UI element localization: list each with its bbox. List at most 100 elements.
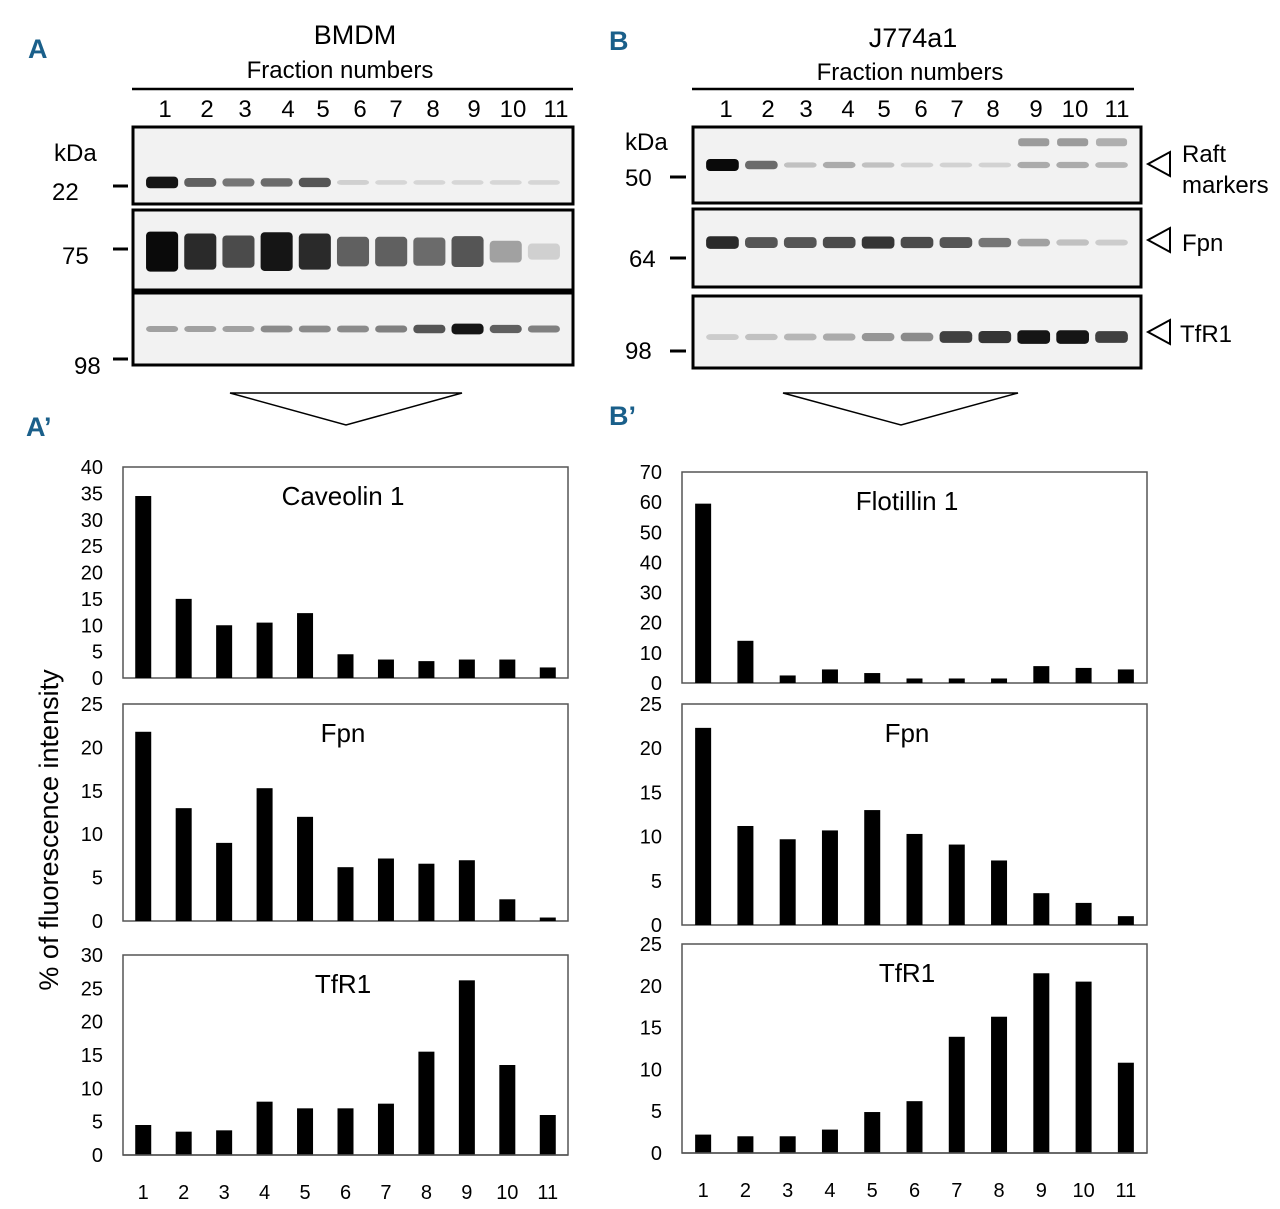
bar bbox=[1117, 669, 1134, 683]
blot-band bbox=[1095, 331, 1128, 343]
blot-band bbox=[1018, 138, 1050, 147]
bar bbox=[135, 1125, 152, 1155]
x-tick-label: 9 bbox=[461, 1182, 472, 1204]
bar bbox=[256, 622, 273, 678]
y-tick-label: 5 bbox=[92, 642, 103, 664]
blot-band bbox=[489, 324, 522, 334]
panel-label-a-prime: A’ bbox=[26, 412, 52, 442]
chart-frame bbox=[681, 471, 1148, 684]
bar bbox=[256, 788, 273, 921]
arrow-fpn bbox=[1145, 226, 1171, 254]
bar bbox=[864, 1112, 881, 1153]
bar bbox=[337, 1108, 354, 1155]
blot-right: 1 2 3 4 5 6 7 8 9 10 11 bbox=[691, 96, 1143, 370]
bar bbox=[695, 727, 712, 925]
y-tick-label: 25 bbox=[640, 934, 662, 956]
label-fpn: Fpn bbox=[1182, 230, 1223, 257]
fraction-label-right: 6 bbox=[914, 96, 927, 123]
blot-band bbox=[900, 236, 934, 249]
blot-band bbox=[146, 326, 179, 332]
x-tick-label: 8 bbox=[993, 1180, 1004, 1202]
label-tfr1: TfR1 bbox=[1180, 321, 1232, 348]
bar bbox=[695, 503, 712, 683]
bar bbox=[779, 839, 796, 925]
y-tick-label: 0 bbox=[651, 915, 662, 937]
funnel-right bbox=[782, 392, 1019, 426]
x-tick-label: 8 bbox=[421, 1182, 432, 1204]
x-tick-label: 5 bbox=[299, 1182, 310, 1204]
blot-band bbox=[260, 325, 293, 333]
blot-band bbox=[375, 180, 408, 185]
fraction-label-left: 4 bbox=[281, 96, 294, 123]
y-tick-label: 20 bbox=[640, 738, 662, 760]
y-tick-label: 25 bbox=[81, 694, 103, 716]
bar bbox=[539, 667, 556, 678]
bar bbox=[864, 673, 881, 683]
funnel-left bbox=[229, 392, 463, 426]
bar bbox=[297, 613, 314, 678]
blot-band bbox=[451, 323, 484, 335]
blot-title-left: BMDM bbox=[314, 20, 397, 50]
bar bbox=[1075, 667, 1092, 683]
bar bbox=[1033, 973, 1050, 1153]
bar bbox=[135, 731, 152, 921]
y-tick-label: 10 bbox=[640, 643, 662, 665]
blot-band bbox=[978, 330, 1012, 344]
fraction-label-left: 7 bbox=[389, 96, 402, 123]
y-tick-label: 10 bbox=[81, 1078, 103, 1100]
blot-band bbox=[413, 237, 446, 266]
blot-band bbox=[939, 162, 973, 168]
chart-title: Fpn bbox=[321, 718, 366, 748]
x-tick-label: 4 bbox=[259, 1182, 270, 1204]
x-tick-label: 10 bbox=[496, 1182, 518, 1204]
fraction-label-right: 5 bbox=[877, 96, 890, 123]
bar bbox=[458, 659, 475, 678]
bar bbox=[297, 1108, 314, 1155]
chart-frame bbox=[122, 466, 569, 679]
fraction-label-left: 3 bbox=[238, 96, 251, 123]
bar bbox=[377, 1103, 394, 1155]
bar bbox=[1033, 893, 1050, 925]
blot-band bbox=[1057, 138, 1089, 147]
y-tick-label: 20 bbox=[81, 563, 103, 585]
label-raft: Raft bbox=[1182, 141, 1226, 168]
blot-band bbox=[413, 180, 446, 185]
fraction-label-left: 9 bbox=[467, 96, 480, 123]
bar bbox=[175, 808, 192, 921]
bar bbox=[1075, 981, 1092, 1153]
y-tick-label: 30 bbox=[81, 945, 103, 967]
y-tick-label: 60 bbox=[640, 492, 662, 514]
bar bbox=[539, 1115, 556, 1155]
blot-band bbox=[783, 237, 817, 248]
x-tick-label: 10 bbox=[1072, 1180, 1094, 1202]
x-tick-label: 7 bbox=[380, 1182, 391, 1204]
x-tick-label: 1 bbox=[138, 1182, 149, 1204]
y-tick-label: 0 bbox=[92, 911, 103, 933]
blot-band bbox=[527, 180, 560, 185]
fraction-label-left: 6 bbox=[353, 96, 366, 123]
marker-right-1: 50 bbox=[625, 165, 652, 192]
bar bbox=[737, 1136, 754, 1153]
x-tick-label: 2 bbox=[740, 1180, 751, 1202]
arrow-raft-markers bbox=[1145, 150, 1171, 178]
bar bbox=[821, 1129, 838, 1153]
blot-band bbox=[861, 236, 895, 249]
bar bbox=[377, 659, 394, 678]
blot-band bbox=[527, 325, 560, 333]
chart-title: TfR1 bbox=[879, 958, 935, 988]
y-tick-label: 0 bbox=[651, 673, 662, 695]
blot-subtitle-left: Fraction numbers bbox=[247, 57, 434, 84]
x-tick-label: 9 bbox=[1036, 1180, 1047, 1202]
marker-right-3: 98 bbox=[625, 338, 652, 365]
blot-left: 1 2 3 4 5 6 7 8 9 10 11 bbox=[131, 96, 575, 367]
fraction-label-left: 8 bbox=[426, 96, 439, 123]
bar bbox=[906, 833, 923, 925]
bar bbox=[297, 816, 314, 921]
blot-band bbox=[706, 159, 739, 171]
y-tick-label: 35 bbox=[81, 483, 103, 505]
blot-band bbox=[298, 177, 331, 188]
blot-band bbox=[527, 243, 560, 260]
blot-band bbox=[451, 236, 484, 268]
blot-band bbox=[1017, 238, 1051, 247]
